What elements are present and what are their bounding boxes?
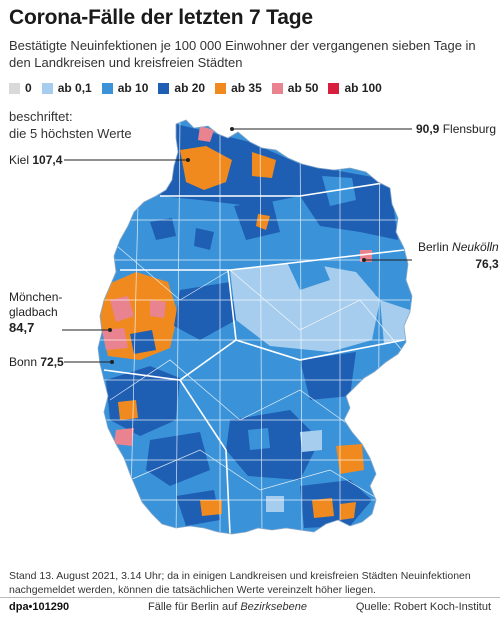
legend-item: 0 <box>9 81 32 95</box>
district-borders <box>100 120 411 534</box>
legend-item: ab 100 <box>328 81 382 95</box>
page-title: Corona-Fälle der letzten 7 Tage <box>9 6 313 29</box>
footer-divider <box>0 597 500 598</box>
callout-name: Berlin <box>418 240 449 254</box>
district-fills <box>100 124 410 530</box>
legend-item: ab 0,1 <box>41 81 92 95</box>
berlin-note-text: Fälle für Berlin auf <box>148 601 238 613</box>
legend-label: ab 100 <box>344 81 382 95</box>
subtitle: Bestätigte Neuinfektionen je 100 000 Ein… <box>9 38 476 70</box>
callout-kiel: Kiel 107,4 <box>9 153 62 168</box>
callout-value: 90,9 <box>416 122 440 136</box>
callout-district: Neukölln <box>452 240 499 254</box>
callout-name: Mönchen- <box>9 290 63 304</box>
legend: 0 ab 0,1 ab 10 ab 20 ab 35 ab 50 ab 100 <box>9 80 392 96</box>
legend-swatch <box>41 82 53 94</box>
source: Quelle: Robert Koch-Institut <box>355 601 491 613</box>
legend-swatch <box>215 82 227 94</box>
callout-name: Kiel <box>9 153 30 167</box>
callout-flensburg: 90,9 Flensburg <box>416 122 496 137</box>
berlin-note: Fälle für Berlin auf Bezirksebene <box>148 601 307 613</box>
legend-swatch <box>271 82 283 94</box>
callout-value: 107,4 <box>32 153 63 167</box>
label-note-line: beschriftet: <box>9 109 73 124</box>
legend-item: ab 10 <box>101 81 149 95</box>
footer: dpa•101290 Fälle für Berlin auf Bezirkse… <box>0 600 500 617</box>
callout-value: 84,7 <box>9 320 35 335</box>
callout-moenchengladbach: Mönchen- gladbach 84,7 <box>9 290 62 335</box>
callout-name: gladbach <box>9 305 58 319</box>
legend-label: ab 0,1 <box>57 81 92 95</box>
legend-swatch <box>9 82 20 94</box>
footnote: Stand 13. August 2021, 3.14 Uhr; da in e… <box>9 570 471 596</box>
callout-bonn: Bonn 72,5 <box>9 355 64 370</box>
legend-swatch <box>101 82 113 94</box>
legend-label: ab 10 <box>117 81 149 95</box>
callout-value: 76,3 <box>475 257 499 271</box>
dpa-id: dpa•101290 <box>9 601 70 613</box>
legend-item: ab 35 <box>215 81 262 95</box>
callout-lines <box>62 128 412 363</box>
callout-berlin: Berlin Neukölln 76,3 <box>418 240 499 272</box>
callout-name: Flensburg <box>442 122 497 136</box>
callout-value: 72,5 <box>40 355 64 369</box>
legend-item: ab 20 <box>158 81 205 95</box>
legend-label: ab 50 <box>287 81 319 95</box>
berlin-note-emphasis: Bezirksebene <box>240 601 307 613</box>
callout-name: Bonn <box>9 355 38 369</box>
legend-item: ab 50 <box>271 81 319 95</box>
label-note: beschriftet: die 5 höchsten Werte <box>9 108 132 142</box>
legend-label: 0 <box>25 81 32 95</box>
legend-swatch <box>328 82 340 94</box>
legend-label: ab 20 <box>174 81 206 95</box>
label-note-line: die 5 höchsten Werte <box>9 126 132 141</box>
legend-swatch <box>158 82 170 94</box>
legend-label: ab 35 <box>231 81 262 95</box>
state-borders <box>103 181 405 534</box>
callout-markers <box>108 127 366 364</box>
